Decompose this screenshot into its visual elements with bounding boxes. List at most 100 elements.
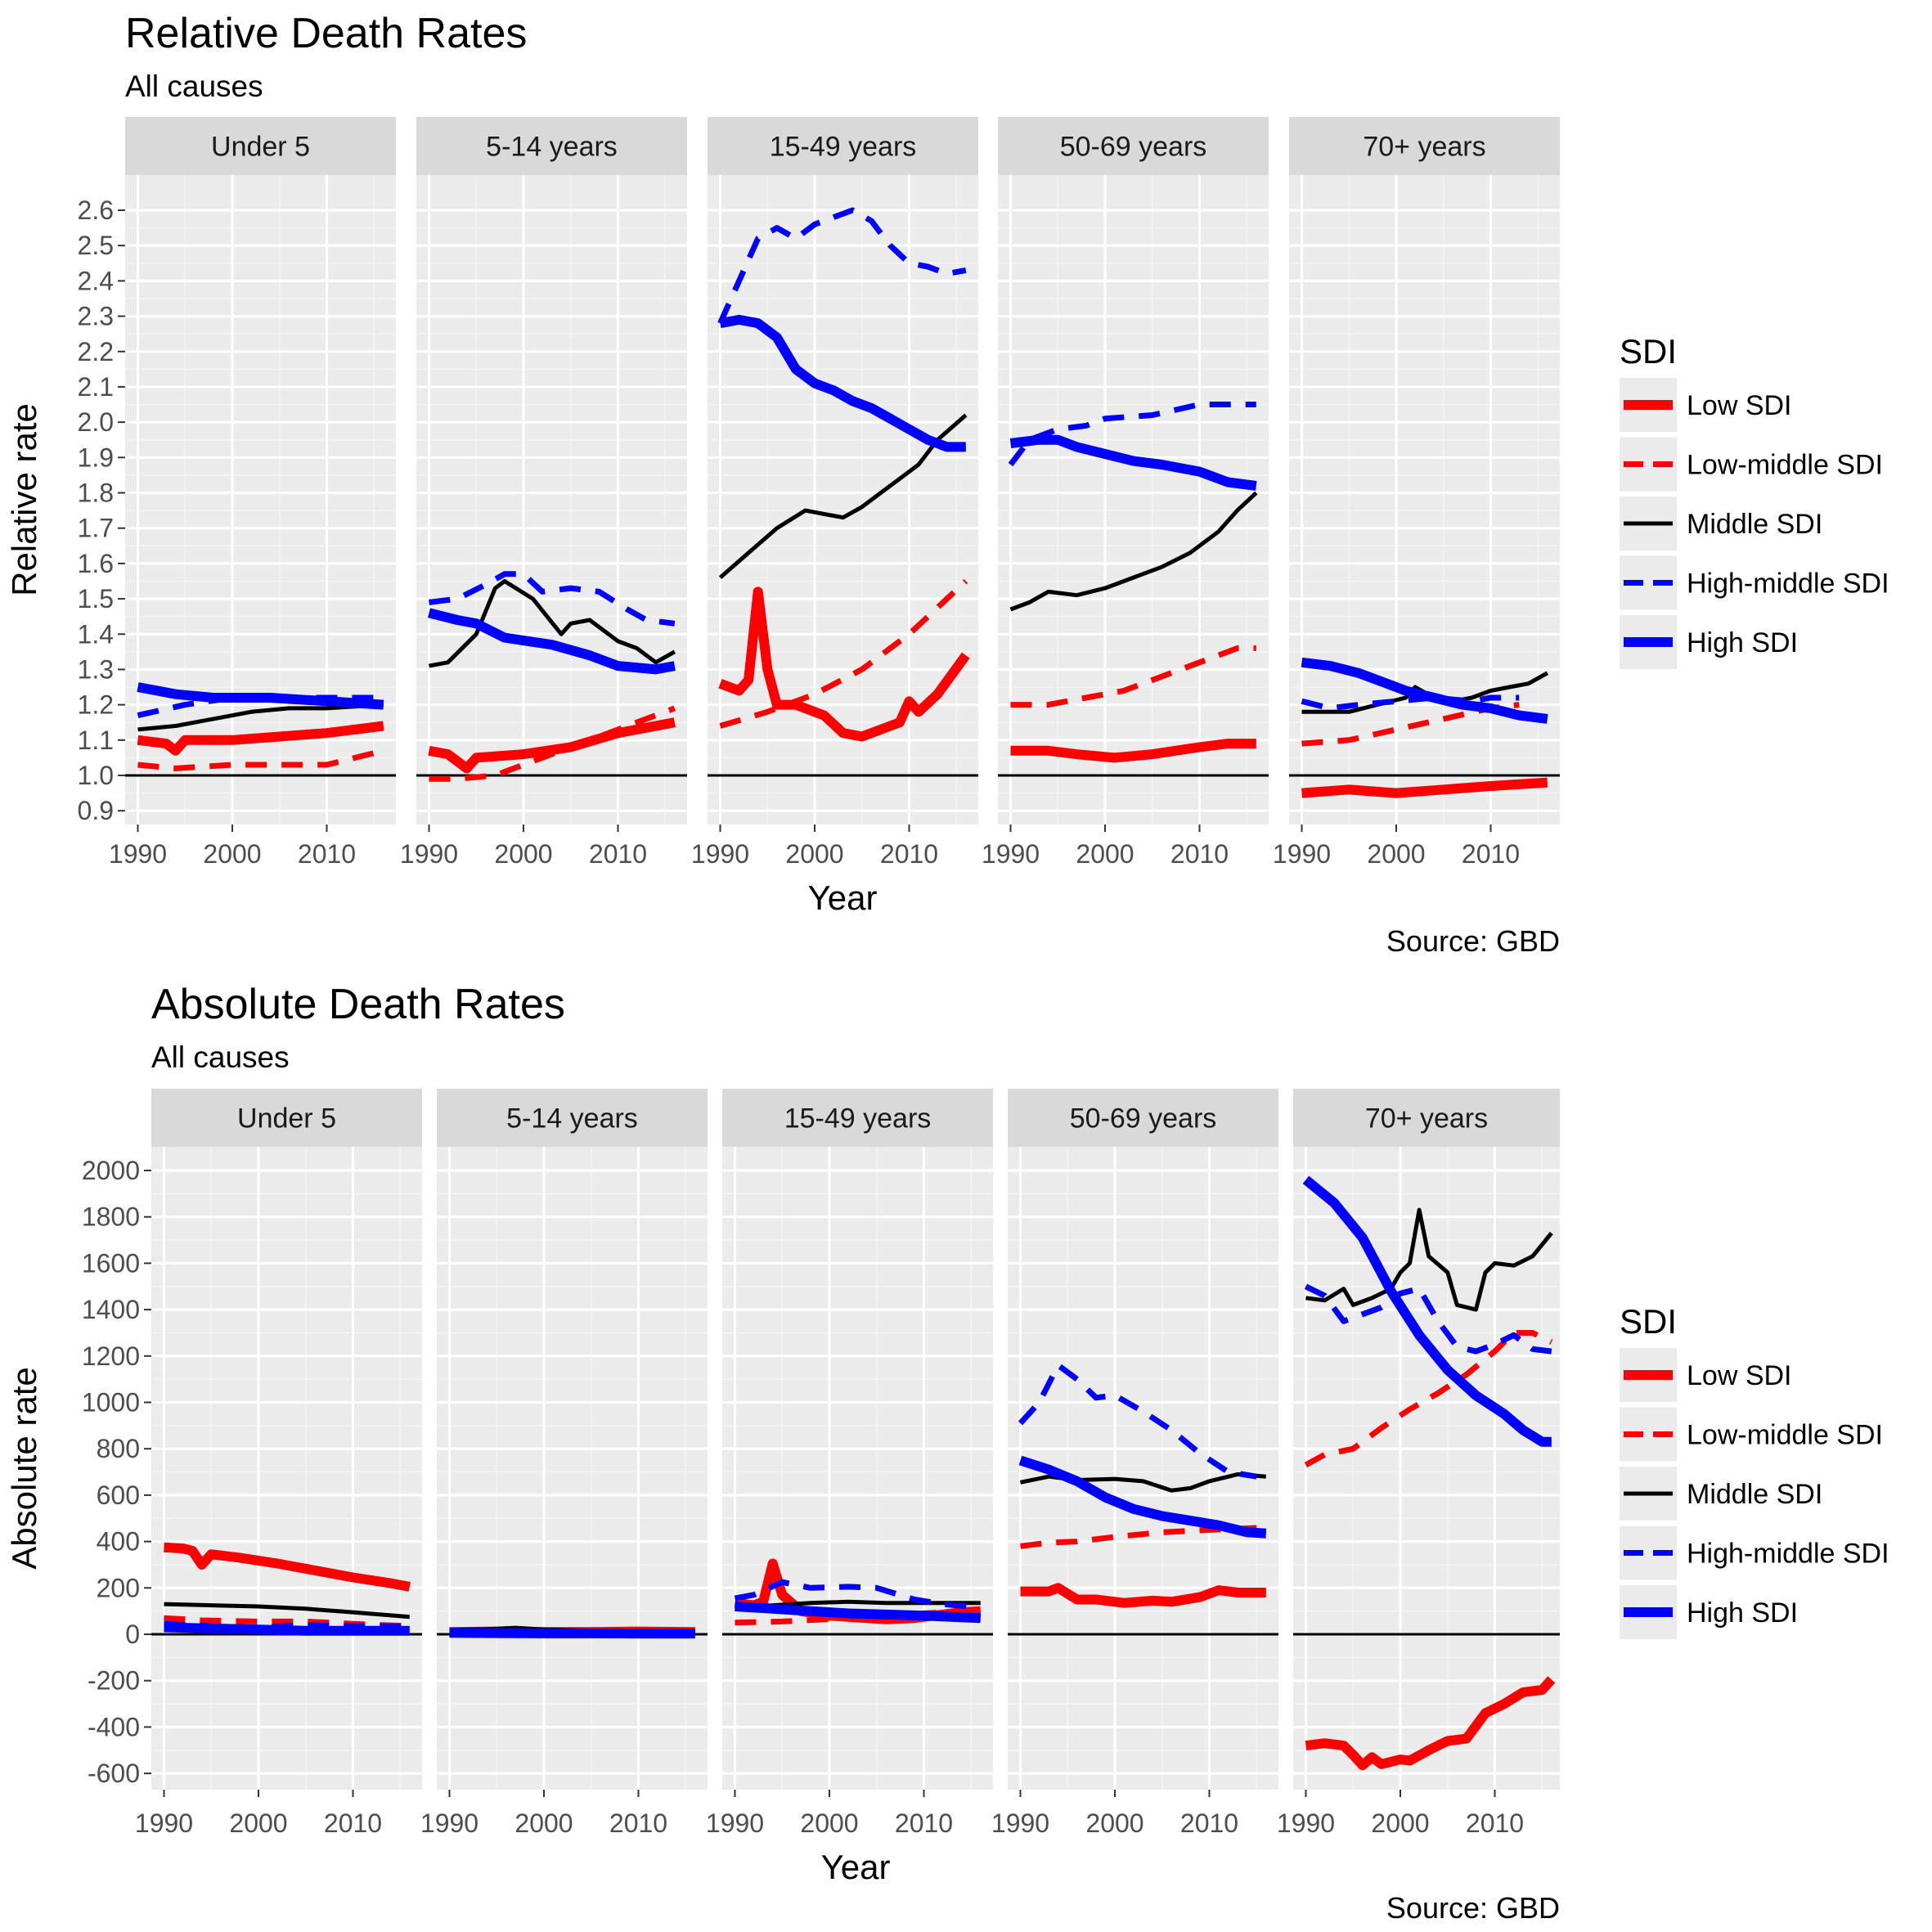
x-tick-label: 1990 [991,1808,1049,1838]
facet-panel: 5-14 years 1990 2000 2010 [420,1089,708,1838]
legend-item: Low-middle SDI [1620,437,1883,492]
y-tick-label: 2.0 [78,407,114,437]
chart-title: Relative Death Rates [125,10,527,57]
series-line-high-middle-sdi [429,571,676,627]
y-tick-label: 200 [97,1573,140,1602]
y-axis-label: Relative rate [5,403,43,596]
source-caption: Source: GBD [1386,1891,1560,1925]
y-tick-label: 2.1 [78,372,114,402]
series-line-low-sdi [164,1542,411,1592]
chart-title: Absolute Death Rates [151,981,565,1028]
y-tick-label: 1.5 [78,584,114,613]
y-tick-label: 800 [97,1434,140,1463]
facet-strip [708,117,978,175]
x-tick-label: 2000 [785,839,843,869]
legend-title: SDI [1620,332,1677,371]
x-tick-label: 2000 [1367,839,1425,869]
series-line-middle-sdi [137,703,384,732]
y-tick-label: 1800 [82,1202,140,1232]
legend-item: High SDI [1620,1585,1798,1639]
facet-panel: 50-69 years 1990 2000 2010 [991,1089,1278,1838]
y-tick-label: 1.6 [78,549,114,578]
x-axis-label: Year [821,1848,891,1886]
y-tick-label: 600 [97,1480,140,1510]
y-tick-label: 1.7 [78,514,114,543]
series-line-low-middle-sdi [1304,1330,1553,1468]
legend-item: Low-middle SDI [1620,1407,1883,1462]
y-tick-label: 1000 [82,1388,140,1418]
y-tick-label: 1400 [82,1295,140,1324]
facet-panel: Under 5 1990 2000 2010 [135,1089,422,1838]
facet-panel: 50-69 years 1990 2000 2010 [982,117,1269,869]
series-line-high-sdi [735,1602,982,1624]
legend-label: Low SDI [1687,1360,1792,1391]
y-tick-label: -400 [88,1712,140,1741]
facet-panel: 70+ years 1990 2000 2010 [1277,1089,1560,1838]
chart-subtitle: All causes [151,1040,290,1074]
y-tick-label: 2.2 [78,337,114,366]
series-line-high-sdi [164,1622,410,1636]
y-tick-label: 2.6 [78,195,114,225]
legend-item: Middle SDI [1620,1467,1822,1521]
series-line-low-sdi [1020,1583,1266,1608]
facet-strip [1008,1089,1278,1147]
x-tick-label: 2000 [1085,1808,1143,1838]
legend-label: High-middle SDI [1687,1539,1889,1570]
series-line-low-middle-sdi [429,705,676,782]
y-tick-label: 1.3 [78,654,114,684]
legend-item: Low SDI [1620,378,1792,432]
series-line-middle-sdi [1305,1207,1553,1312]
x-tick-label: 2010 [1180,1808,1238,1838]
x-tick-label: 1990 [982,839,1040,869]
panel-background [998,175,1269,824]
legend-label: High-middle SDI [1687,568,1889,600]
panel-background [1289,175,1560,824]
x-tick-label: 1990 [400,839,458,869]
facet-label: 5-14 years [486,132,618,163]
y-tick-label: 400 [97,1527,140,1557]
legend-item: Middle SDI [1620,496,1822,550]
series-line-high-sdi [137,682,384,710]
facet-strip [125,117,396,175]
legend-label: Low SDI [1687,390,1792,421]
x-tick-label: 2010 [1462,839,1520,869]
series-line-low-middle-sdi [719,578,968,729]
series-line-low-middle-sdi [1010,645,1256,708]
series-line-low-sdi [137,721,384,756]
series-line-middle-sdi [429,579,676,668]
legend-item: High-middle SDI [1620,555,1889,610]
panel-background [125,175,396,824]
facet-strip [722,1089,993,1147]
x-tick-label: 2010 [324,1808,382,1838]
y-tick-label: 1200 [82,1341,140,1371]
legend-item: Low SDI [1620,1348,1792,1402]
x-tick-label: 2010 [1170,839,1229,869]
y-tick-label: 1.8 [78,479,114,508]
legend-title: SDI [1620,1302,1677,1341]
x-tick-label: 2010 [589,839,647,869]
series-line-middle-sdi [1009,491,1258,612]
x-tick-label: 1990 [135,1808,193,1838]
series-line-high-sdi [719,314,966,452]
chart-relative: Relative Death Rates All causes Under 5 199… [5,10,1889,958]
panel-background [151,1147,422,1790]
y-tick-label: 1.0 [78,761,114,790]
facet-label: 15-49 years [770,132,917,163]
facet-strip [416,117,687,175]
panel-background [416,175,687,824]
y-tick-label: -200 [88,1666,140,1696]
x-tick-label: 2010 [1466,1808,1524,1838]
facet-label: 50-69 years [1070,1103,1217,1134]
x-tick-label: 2010 [298,839,356,869]
legend-item: High SDI [1620,615,1798,669]
facet-label: 50-69 years [1060,132,1207,163]
series-line-high-middle-sdi [734,1579,982,1611]
y-axis-label: Absolute rate [5,1367,43,1570]
legend-label: Middle SDI [1687,1479,1822,1510]
facet-label: 5-14 years [506,1103,638,1134]
x-tick-label: 2010 [880,839,938,869]
facet-label: 15-49 years [784,1103,932,1134]
facet-panel: 15-49 years 1990 2000 2010 [706,1089,993,1838]
x-tick-label: 1990 [109,839,167,869]
y-tick-label: 1.4 [78,619,114,649]
